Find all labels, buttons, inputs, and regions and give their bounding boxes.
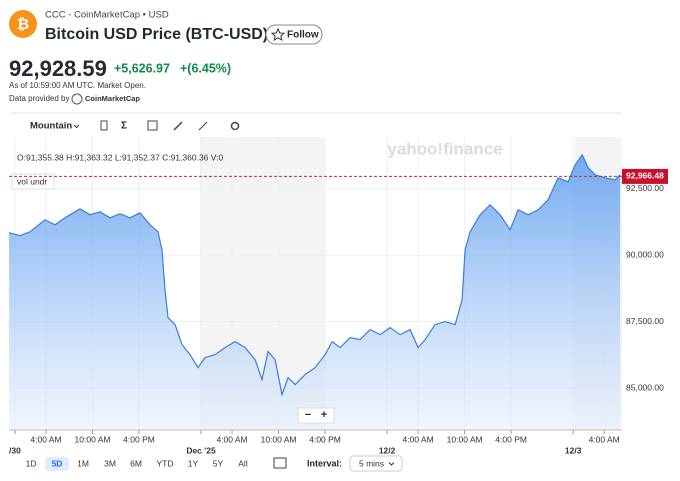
x-tick-label: 4:00 PM [495,434,527,444]
price-line [8,153,621,397]
x-tick-label: 4:00 PM [123,434,155,444]
y-tick-label: 90,000.00 [626,249,664,259]
follow-button[interactable]: Follow [265,24,323,45]
last-price-label: 92,966.48 [626,171,664,181]
x-tick-label: 12/2 [379,445,396,455]
interval-select[interactable] [349,455,403,472]
y-tick-label: 92,500.00 [626,183,664,193]
x-tick-label: 4:00 AM [30,434,61,444]
interval-label: Interval: [307,458,342,468]
as-of: As of 10:59:00 AM UTC. Market Open. [9,81,146,90]
draw-icon[interactable] [173,121,183,131]
chart-type[interactable]: Mountain [30,121,72,132]
indicators-icon[interactable]: Σ [121,121,127,132]
chevron [73,124,80,129]
x-tick-label: 4:00 AM [589,434,620,444]
x-tick-label: 4:00 AM [216,434,247,444]
footer: Interval: 5 mins 1D 5D 1M 3M 6M YTD 1Y 5Y All [26,455,403,472]
x-tick-label: 10:00 AM [261,434,297,444]
x-tick-label: Dec '25 [186,445,216,455]
study[interactable]: vol undr [17,176,47,186]
x-tick-label: 4:00 PM [309,434,341,444]
x-tick-label: 10:00 AM [447,434,483,444]
price: 92,928.59 [9,56,107,81]
last-price-tag [622,168,668,184]
settings-icon[interactable] [230,121,240,131]
range-button[interactable]: 1Y [188,458,199,468]
zoom-controls: − + [297,407,335,424]
interval-value[interactable]: 5 mins [359,458,384,468]
follow-label[interactable]: Follow [287,30,319,41]
chart-type-menu[interactable]: Mountain [30,121,80,132]
zoom-in[interactable]: + [321,409,327,421]
study-box[interactable] [11,173,55,190]
chevron [388,462,395,466]
range-button[interactable]: 5D [52,458,63,468]
source: CCC - CoinMarketCap • USD [45,10,169,21]
star-icon [270,27,286,42]
range-button[interactable]: 6M [130,458,142,468]
title: Bitcoin USD Price (BTC-USD) [45,26,268,43]
area-fill [9,154,621,430]
y-tick-label: 85,000.00 [626,382,664,392]
provider: Data provided by [9,94,69,103]
ohlc: O:91,355.38 H:91,363.32 L:91,352.37 C:91… [17,152,223,162]
range-button[interactable]: 1M [77,458,89,468]
range-button[interactable]: 3M [104,458,116,468]
provider-name: CoinMarketCap [85,94,140,103]
logo-glyph: ₿ [17,16,29,33]
y-tick-label: 87,500.00 [626,316,664,326]
x-tick-label: /30 [9,445,21,455]
x-tick-label: 4:00 AM [403,434,434,444]
fullscreen-icon[interactable] [198,121,208,131]
logo [9,10,37,38]
provider-logo [71,93,83,105]
range-button[interactable]: YTD [157,458,174,468]
x-tick-label: 12/3 [565,445,582,455]
change: +5,626.97 [114,61,170,75]
range-button[interactable]: All [238,458,248,468]
watermark: yahoo!finance [387,139,502,158]
zoom-box [297,407,335,424]
plot [8,137,622,430]
x-tick-label: 10:00 AM [75,434,111,444]
range-button[interactable]: 5Y [213,458,224,468]
change-pct: +(6.45%) [180,61,231,75]
range-selected-bg [45,457,69,471]
compare-icon[interactable] [100,120,108,131]
zoom-out[interactable]: − [305,409,311,421]
range-button[interactable]: 1D [26,458,37,468]
events-icon[interactable] [147,120,158,131]
calendar-icon[interactable] [273,457,287,469]
